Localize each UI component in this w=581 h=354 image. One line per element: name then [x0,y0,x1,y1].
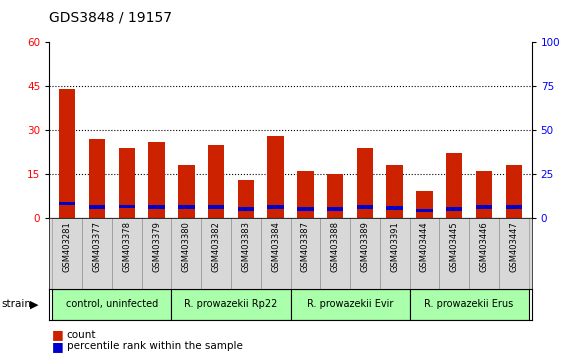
Bar [469,218,499,289]
Text: GSM403281: GSM403281 [63,221,71,272]
Bar [439,218,469,289]
Text: GSM403380: GSM403380 [182,221,191,272]
Text: count: count [67,330,96,339]
Text: ■: ■ [52,340,64,353]
Bar [410,289,529,320]
Text: GSM403446: GSM403446 [479,221,489,272]
Bar [201,218,231,289]
Bar [238,207,254,211]
Text: GSM403387: GSM403387 [301,221,310,272]
Bar [267,205,284,209]
Bar [119,205,135,208]
Text: GSM403377: GSM403377 [92,221,102,272]
Bar [327,207,343,211]
Bar [410,218,439,289]
Bar [208,205,224,209]
Bar [52,218,82,289]
Bar [59,202,76,205]
Bar [476,171,492,218]
Bar [357,148,373,218]
Bar [267,136,284,218]
Bar [505,165,522,218]
Bar [238,180,254,218]
Bar [416,209,433,212]
Text: GSM403445: GSM403445 [450,221,459,272]
Bar [231,218,261,289]
Text: GSM403384: GSM403384 [271,221,280,272]
Text: GSM403444: GSM403444 [420,221,429,272]
Bar [350,218,380,289]
Text: GDS3848 / 19157: GDS3848 / 19157 [49,11,173,25]
Bar [171,218,201,289]
Bar [148,205,165,209]
Text: R. prowazekii Rp22: R. prowazekii Rp22 [184,299,278,309]
Bar [82,218,112,289]
Bar [297,207,314,211]
Bar [89,139,105,218]
Text: percentile rank within the sample: percentile rank within the sample [67,341,243,351]
Bar [386,165,403,218]
Bar [171,289,290,320]
Text: GSM403383: GSM403383 [241,221,250,272]
Bar [261,218,290,289]
Bar [320,218,350,289]
Bar [148,142,165,218]
Text: ■: ■ [52,328,64,341]
Bar [178,205,195,209]
Text: GSM403382: GSM403382 [211,221,221,272]
Bar [446,207,462,211]
Text: strain: strain [1,299,31,309]
Bar [327,174,343,218]
Text: GSM403391: GSM403391 [390,221,399,272]
Bar [142,218,171,289]
Bar [112,218,142,289]
Bar [416,192,433,218]
Bar [119,148,135,218]
Text: ▶: ▶ [30,299,39,309]
Text: control, uninfected: control, uninfected [66,299,158,309]
Bar [357,205,373,209]
Bar [178,165,195,218]
Bar [499,218,529,289]
Text: GSM403388: GSM403388 [331,221,340,272]
Bar [52,289,171,320]
Text: GSM403379: GSM403379 [152,221,161,272]
Text: R. prowazekii Evir: R. prowazekii Evir [307,299,393,309]
Bar [386,206,403,210]
Bar [290,218,320,289]
Bar [297,171,314,218]
Bar [290,289,410,320]
Bar [380,218,410,289]
Text: GSM403389: GSM403389 [360,221,370,272]
Bar [476,205,492,209]
Bar [446,154,462,218]
Bar [89,205,105,209]
Bar [505,205,522,209]
Text: GSM403447: GSM403447 [510,221,518,272]
Bar [59,89,76,218]
Bar [208,145,224,218]
Text: R. prowazekii Erus: R. prowazekii Erus [425,299,514,309]
Text: GSM403378: GSM403378 [122,221,131,272]
